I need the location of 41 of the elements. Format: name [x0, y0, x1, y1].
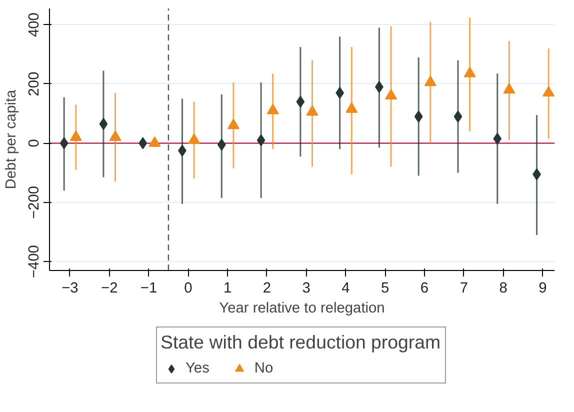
- point: [464, 66, 476, 78]
- point: [454, 110, 462, 123]
- y-tick-label: 200: [26, 72, 42, 96]
- x-tick-label: −2: [101, 280, 118, 296]
- point: [138, 137, 148, 150]
- point: [99, 118, 108, 130]
- legend-label: No: [254, 360, 274, 376]
- point: [493, 132, 502, 145]
- y-tick-label: −200: [26, 186, 42, 219]
- point: [306, 105, 318, 116]
- x-tick-label: 0: [184, 280, 192, 296]
- x-tick-label: 5: [381, 280, 390, 296]
- y-tick-label: 400: [26, 12, 42, 38]
- point: [266, 104, 279, 114]
- x-tick-label: 3: [302, 280, 310, 296]
- x-tick-label: 4: [342, 280, 350, 296]
- point: [385, 88, 398, 100]
- x-tick-label: 2: [262, 280, 272, 296]
- y-tick-label: −400: [26, 245, 42, 278]
- point: [424, 76, 436, 86]
- x-tick-label: 8: [499, 280, 508, 296]
- legend-label: Yes: [186, 360, 210, 376]
- x-axis-title: Year relative to relegation: [219, 300, 385, 316]
- x-tick-label: 6: [420, 280, 429, 296]
- point: [217, 138, 226, 151]
- point: [227, 118, 240, 130]
- x-tick-label: 1: [223, 280, 232, 296]
- point: [296, 96, 305, 108]
- y-axis-title: Debt per capita: [4, 88, 20, 190]
- legend-title: State with debt reduction program: [160, 332, 440, 354]
- y-tick-label: 0: [26, 139, 42, 148]
- x-tick-label: 9: [538, 280, 547, 296]
- x-tick-label: −3: [62, 280, 78, 296]
- point: [346, 102, 358, 113]
- point: [542, 86, 554, 97]
- x-tick-label: −1: [140, 280, 158, 296]
- point: [256, 134, 266, 146]
- point: [503, 83, 516, 94]
- point: [414, 110, 423, 123]
- x-tick-label: 7: [460, 280, 468, 296]
- point: [60, 137, 68, 150]
